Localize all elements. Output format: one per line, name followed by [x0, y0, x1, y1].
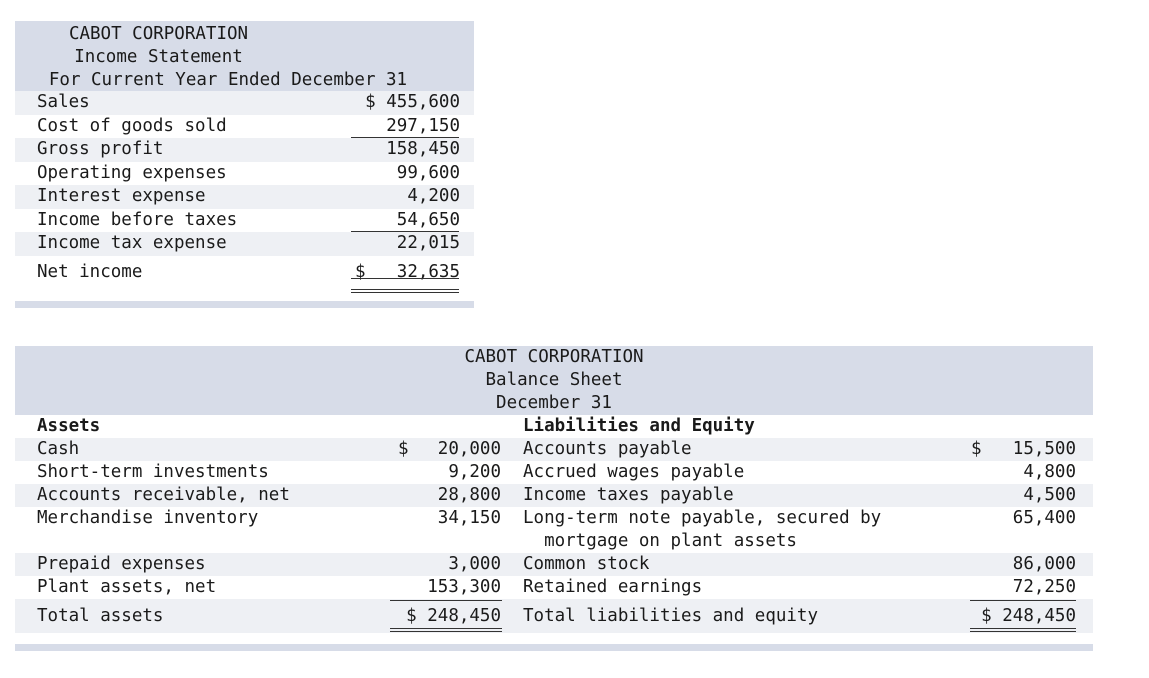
asset-amount: 3,000	[448, 554, 501, 574]
balance-footer-bar	[15, 644, 1093, 651]
row-amount: 32,635	[396, 261, 460, 282]
row-label: Cost of goods sold	[37, 115, 227, 136]
table-row: Cash $ 20,000 Accounts payable $ 15,500	[15, 438, 1093, 461]
income-statement: CABOT CORPORATION Income Statement For C…	[15, 21, 474, 293]
double-underline-total-assets	[390, 628, 502, 632]
income-row-interest-expense: Interest expense 4,200	[15, 185, 474, 209]
income-row-income-before-taxes: Income before taxes 54,650	[15, 209, 474, 233]
liability-amount: 4,500	[1023, 485, 1076, 505]
row-amount: 22,015	[396, 233, 460, 253]
liability-label: Retained earnings	[523, 577, 703, 597]
balance-company-name: CABOT CORPORATION	[464, 347, 644, 367]
income-row-cogs: Cost of goods sold 297,150	[15, 115, 474, 139]
liability-amount: 86,000	[1012, 554, 1076, 574]
balance-sheet-date: December 31	[496, 393, 612, 413]
underline-plant-assets	[390, 600, 502, 601]
asset-label: Short-term investments	[37, 462, 269, 482]
row-label: Income before taxes	[37, 209, 238, 230]
total-liabilities-label: Total liabilities and equity	[523, 606, 819, 626]
balance-sheet-title: Balance Sheet	[485, 370, 623, 390]
income-company-name: CABOT CORPORATION	[68, 24, 249, 44]
underline-tax	[351, 278, 459, 279]
liability-label: mortgage on plant assets	[523, 531, 797, 551]
income-statement-title: Income Statement	[74, 47, 243, 67]
row-label: Income tax expense	[37, 233, 227, 253]
row-amount: 99,600	[396, 162, 460, 183]
row-label: Interest expense	[37, 186, 206, 206]
row-amount: $ 455,600	[365, 92, 460, 112]
total-assets-amount: $ 248,450	[406, 606, 501, 626]
income-row-operating-expenses: Operating expenses 99,600	[15, 162, 474, 186]
balance-total-row: Total assets $ 248,450 Total liabilities…	[15, 599, 1093, 633]
liability-amount: 72,250	[1012, 577, 1076, 597]
liability-amount: 65,400	[1012, 508, 1076, 528]
row-amount: 54,650	[396, 209, 460, 230]
underline-cogs	[351, 137, 459, 138]
income-statement-header: CABOT CORPORATION Income Statement For C…	[15, 21, 474, 91]
asset-amount: 153,300	[427, 577, 501, 597]
underline-retained-earnings	[970, 600, 1076, 601]
net-income-dollar-sign: $	[355, 261, 366, 282]
income-footer-bar	[15, 301, 474, 308]
liability-amount: 4,800	[1023, 462, 1076, 482]
row-label: Gross profit	[37, 139, 164, 159]
table-row: Prepaid expenses 3,000 Common stock 86,0…	[15, 553, 1093, 576]
table-row: Accounts receivable, net 28,800 Income t…	[15, 484, 1093, 507]
row-label: Operating expenses	[37, 162, 227, 183]
liability-label: Common stock	[523, 554, 650, 574]
asset-label: Merchandise inventory	[37, 508, 259, 528]
income-row-net-income: Net income $ 32,635	[15, 256, 474, 289]
income-row-income-tax-expense: Income tax expense 22,015	[15, 232, 474, 256]
total-liabilities-amount: $ 248,450	[981, 606, 1076, 626]
liability-label: Accounts payable	[523, 439, 692, 459]
row-label: Sales	[37, 92, 90, 112]
liabilities-heading: Liabilities and Equity	[523, 416, 755, 436]
asset-label: Plant assets, net	[37, 577, 217, 597]
balance-sheet-header: CABOT CORPORATION Balance Sheet December…	[15, 346, 1093, 415]
table-row: Plant assets, net 153,300 Retained earni…	[15, 576, 1093, 599]
balance-headings-row: Assets Liabilities and Equity	[15, 415, 1093, 438]
total-assets-label: Total assets	[37, 606, 164, 626]
double-underline-total-liabilities	[970, 628, 1076, 632]
asset-amount: 34,150	[437, 508, 501, 528]
row-amount: 297,150	[386, 115, 460, 136]
table-row: Short-term investments 9,200 Accrued wag…	[15, 461, 1093, 484]
income-period: For Current Year Ended December 31	[48, 70, 408, 90]
row-amount: 158,450	[386, 139, 460, 159]
asset-amount: 20,000	[437, 439, 501, 459]
asset-amount: 9,200	[448, 462, 501, 482]
liability-label: Income taxes payable	[523, 485, 734, 505]
liability-label: Long-term note payable, secured by	[523, 508, 882, 528]
asset-amount: 28,800	[437, 485, 501, 505]
liability-label: Accrued wages payable	[523, 462, 745, 482]
income-row-sales: Sales $ 455,600	[15, 91, 474, 115]
table-row: mortgage on plant assets	[15, 530, 1093, 553]
underline-interest	[351, 231, 459, 232]
asset-dollar-sign: $	[398, 439, 409, 459]
income-row-gross-profit: Gross profit 158,450	[15, 138, 474, 162]
table-row: Merchandise inventory 34,150 Long-term n…	[15, 507, 1093, 530]
row-label: Net income	[37, 261, 143, 282]
asset-label: Accounts receivable, net	[37, 485, 290, 505]
asset-label: Prepaid expenses	[37, 554, 206, 574]
liability-dollar-sign: $	[971, 439, 982, 459]
balance-sheet: CABOT CORPORATION Balance Sheet December…	[15, 346, 1093, 633]
row-amount: 4,200	[407, 186, 460, 206]
asset-label: Cash	[37, 439, 80, 459]
liability-amount: 15,500	[1012, 439, 1076, 459]
double-underline-net-income	[351, 289, 459, 293]
assets-heading: Assets	[37, 416, 101, 436]
